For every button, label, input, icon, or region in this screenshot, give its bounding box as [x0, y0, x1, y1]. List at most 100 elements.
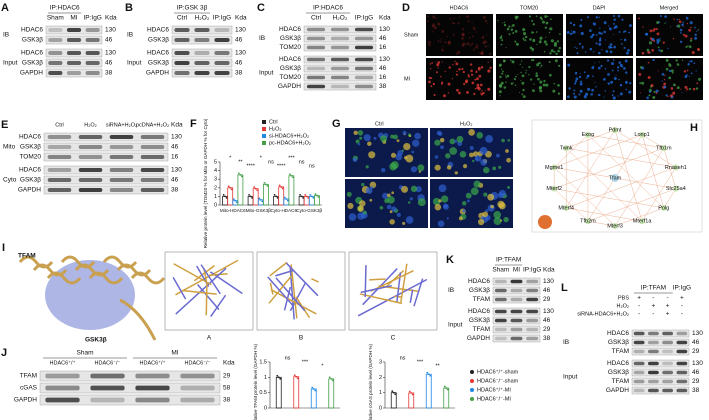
speckle	[578, 42, 582, 45]
dot-marker	[266, 184, 269, 187]
speckle	[441, 61, 443, 63]
speckle	[605, 50, 609, 53]
speckle	[601, 49, 603, 51]
box-label: B	[299, 335, 303, 342]
cell	[469, 152, 474, 158]
speckle	[501, 68, 503, 70]
band	[676, 331, 688, 336]
edge	[663, 188, 677, 209]
speckle	[552, 89, 556, 93]
band	[174, 38, 190, 42]
speckle	[477, 87, 481, 91]
speckle	[612, 34, 614, 36]
significance: ns	[268, 159, 274, 165]
residue	[175, 259, 239, 296]
band	[510, 327, 523, 332]
speckle	[520, 60, 523, 62]
speckle	[437, 40, 440, 43]
band	[662, 379, 674, 384]
membrane	[43, 175, 169, 185]
membrane	[303, 64, 377, 73]
speckle	[522, 95, 526, 99]
speckle	[484, 45, 487, 48]
speckle	[538, 61, 541, 65]
speckle	[515, 75, 517, 78]
speckle	[429, 68, 432, 70]
y-tick-label: 1	[264, 375, 267, 381]
dot-marker	[263, 181, 266, 184]
legend-marker	[470, 388, 474, 392]
kda-label: 130	[235, 27, 246, 34]
cell	[487, 193, 495, 201]
ip-label: IP:IgG	[523, 267, 541, 274]
speckle	[662, 41, 665, 44]
residue	[200, 264, 221, 295]
cell	[485, 209, 489, 213]
band	[90, 397, 125, 403]
speckle	[539, 80, 543, 84]
condition-sign: +	[680, 295, 684, 302]
kda-label: 46	[379, 65, 387, 72]
gene-node	[639, 218, 646, 225]
edge	[566, 129, 616, 149]
speckle	[567, 63, 571, 67]
speckle	[670, 87, 674, 90]
speckle	[528, 74, 530, 76]
band	[180, 373, 215, 379]
dot-marker	[304, 194, 307, 196]
speckle	[607, 82, 609, 84]
band	[526, 279, 539, 284]
cell	[462, 164, 468, 169]
residue	[196, 283, 220, 311]
panel-letter: B	[125, 2, 133, 14]
speckle	[475, 31, 477, 33]
speckle	[647, 50, 651, 54]
speckle	[480, 92, 484, 96]
speckle	[452, 33, 455, 36]
speckle	[623, 46, 626, 50]
band	[494, 336, 507, 341]
speckle	[659, 14, 662, 18]
speckle	[695, 70, 697, 72]
speckle	[684, 85, 688, 89]
speckle	[461, 36, 464, 40]
residue	[409, 289, 414, 303]
band	[647, 379, 659, 384]
speckle	[697, 77, 702, 81]
speckle	[579, 89, 583, 93]
speckle	[528, 65, 531, 69]
speckle	[670, 69, 674, 73]
cell	[387, 196, 395, 204]
row-label: TFAM	[20, 373, 37, 380]
row-label: GAPDH	[278, 83, 301, 90]
speckle	[453, 17, 455, 20]
cell	[496, 153, 500, 158]
speckle	[451, 21, 455, 25]
kda-header: Kda	[235, 15, 247, 22]
speckle	[624, 59, 628, 63]
legend-label: Ctrl	[269, 119, 278, 125]
speckle	[522, 28, 526, 32]
speckle	[557, 92, 559, 94]
speckle	[469, 44, 472, 47]
cell	[434, 164, 441, 171]
gene-node	[584, 218, 591, 225]
speckle	[522, 32, 527, 36]
band	[510, 318, 523, 323]
cell	[405, 154, 414, 163]
speckle	[623, 38, 627, 42]
speckle	[471, 42, 474, 46]
speckle	[512, 24, 515, 27]
y-tick-label: 0	[264, 405, 267, 411]
speckle	[638, 72, 642, 76]
cell	[389, 219, 395, 225]
speckle	[487, 69, 491, 73]
speckle	[515, 42, 519, 46]
speckle	[440, 38, 442, 40]
dot-marker	[224, 195, 227, 198]
band	[48, 61, 63, 65]
legend-marker	[470, 370, 474, 374]
dot-marker	[259, 198, 262, 201]
speckle	[686, 69, 689, 72]
membrane	[631, 347, 690, 356]
